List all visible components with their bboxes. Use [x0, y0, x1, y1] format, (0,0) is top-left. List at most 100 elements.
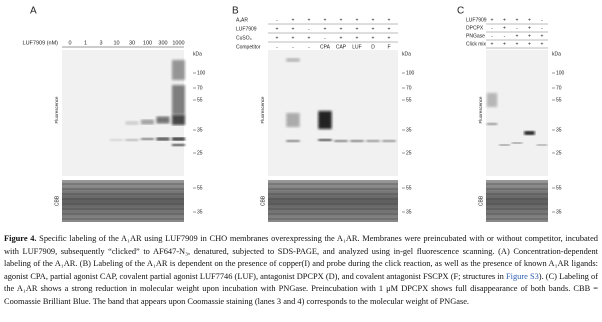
lane-value: +: [356, 26, 359, 32]
band: [334, 140, 348, 142]
lane-value: +: [516, 17, 519, 23]
band: [511, 142, 523, 144]
lane-value: +: [340, 26, 343, 32]
lane-label: 1: [84, 40, 87, 46]
band: [171, 115, 186, 125]
band: [171, 60, 186, 80]
band: [171, 85, 186, 115]
lane-value: +: [491, 17, 494, 23]
lane-value: +: [324, 26, 327, 32]
row-label: PNGase: [466, 33, 485, 39]
lane-value: +: [372, 35, 375, 41]
band: [536, 144, 548, 146]
lane-value: +: [372, 17, 375, 23]
fluorescence-label: Fluorescence: [478, 96, 483, 124]
cbb-marker: 55: [197, 185, 203, 191]
fluorescence-label: Fluorescence: [54, 96, 59, 124]
lane-value: +: [372, 26, 375, 32]
row-label: Click mix: [466, 41, 486, 47]
lane-value: +: [528, 25, 531, 31]
lane-value: CAP: [336, 44, 347, 50]
lane-value: +: [516, 41, 519, 47]
lane-label: 30: [129, 40, 135, 46]
band: [524, 131, 535, 135]
lane-value: +: [276, 26, 279, 32]
lane-label: 0: [68, 40, 71, 46]
lane-label: 100: [143, 40, 152, 46]
lane-value: +: [503, 25, 506, 31]
cbb-marker: 55: [556, 185, 562, 191]
band: [366, 140, 380, 142]
marker-label: 35: [406, 127, 412, 133]
lane-label: 10: [113, 40, 119, 46]
lane-value: +: [541, 41, 544, 47]
cbb-gel: [62, 180, 184, 222]
caption-label: Figure 4.: [4, 234, 37, 243]
marker-label: 55: [556, 97, 562, 103]
panel-label: B: [232, 6, 239, 17]
band: [286, 140, 300, 142]
row-label: CuSO₄: [236, 35, 252, 41]
caption: Figure 4. Specific labeling of the A₁AR …: [4, 233, 598, 309]
cbb-gel: [486, 180, 548, 222]
figure-link[interactable]: Figure S3: [505, 271, 539, 281]
lane-value: D: [371, 44, 375, 50]
marker-label: 70: [197, 85, 203, 91]
marker-label: 25: [197, 150, 203, 156]
lane-value: +: [292, 26, 295, 32]
row-label: LUF7909: [466, 17, 487, 23]
lane-label: 300: [158, 40, 167, 46]
band: [171, 144, 186, 146]
lane-value: -: [491, 33, 493, 39]
cbb-gel: [268, 180, 398, 222]
marker-label: 25: [406, 150, 412, 156]
figure: A LUF7909 (nM) 0 1 3 10 30 100 300 1000 kDa 100 70 55…: [23, 6, 565, 222]
conc-title: LUF7909 (nM): [23, 40, 59, 46]
marker-label: 35: [556, 127, 562, 133]
band: [382, 140, 396, 142]
band: [486, 123, 498, 125]
kda-label: kDa: [402, 51, 411, 57]
band: [140, 119, 155, 125]
lane-value: +: [516, 33, 519, 39]
fluorescence-label: Fluorescence: [260, 96, 265, 124]
marker-label: 70: [406, 85, 412, 91]
row-label: A₁AR: [236, 17, 248, 23]
band: [499, 144, 510, 146]
lane-value: +: [528, 33, 531, 39]
cbb-label: CBB: [260, 195, 266, 206]
lane-value: +: [324, 17, 327, 23]
panel-label: A: [30, 6, 37, 17]
band: [318, 111, 332, 129]
band: [140, 137, 155, 141]
lane-value: +: [308, 35, 311, 41]
cbb-marker: 55: [406, 185, 412, 191]
lane-value: F: [387, 44, 390, 50]
caption-text: Specific labeling of the A₁AR using LUF7…: [4, 234, 598, 281]
lane-value: +: [388, 35, 391, 41]
marker-label: 55: [197, 97, 203, 103]
lane-value: -: [308, 26, 310, 32]
lane-value: -: [504, 33, 506, 39]
lane-value: +: [340, 17, 343, 23]
lane-value: -: [541, 25, 543, 31]
lane-value: -: [292, 44, 294, 50]
cbb-label: CBB: [54, 195, 60, 206]
lane-value: -: [516, 25, 518, 31]
lane-value: +: [292, 35, 295, 41]
gel: [62, 50, 184, 176]
lane-value: +: [276, 35, 279, 41]
lane-label: 1000: [172, 40, 184, 46]
lane-value: -: [276, 44, 278, 50]
marker-label: 100: [556, 70, 565, 76]
caption-text: ). (C) Labeling of the A₁AR shows a stro…: [4, 271, 598, 306]
lane-value: +: [541, 33, 544, 39]
lane-value: +: [528, 17, 531, 23]
row-label: DPCPX: [466, 25, 484, 31]
lane-value: +: [491, 41, 494, 47]
lane-value: -: [491, 25, 493, 31]
cbb-marker: 35: [406, 209, 412, 215]
lane-value: -: [324, 35, 326, 41]
kda-label: kDa: [193, 51, 202, 57]
